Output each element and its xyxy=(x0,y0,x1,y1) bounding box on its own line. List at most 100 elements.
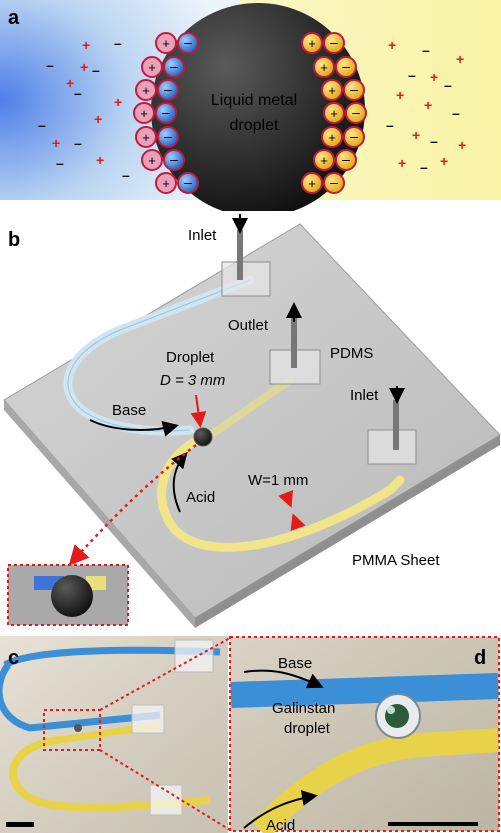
svg-text:–: – xyxy=(46,57,54,73)
svg-text:+: + xyxy=(94,111,102,127)
galinstan-label-line1: Galinstan xyxy=(272,700,335,717)
acid-label: Acid xyxy=(186,489,215,506)
photo-droplet xyxy=(74,724,82,732)
svg-text:–: – xyxy=(452,105,460,121)
acid-free-ions: + – + – + – + + – – + – + + – + xyxy=(386,37,466,175)
droplet-label-line2: D = 3 mm xyxy=(160,372,225,389)
svg-text:+: + xyxy=(320,60,328,75)
svg-text:–: – xyxy=(420,159,428,175)
panel-d-letter: d xyxy=(474,647,486,669)
svg-text:–: – xyxy=(342,58,350,74)
svg-text:–: – xyxy=(352,104,360,120)
left-ion-signs: + – + – + – + – + – + – + – xyxy=(140,34,192,191)
width-label: W=1 mm xyxy=(248,472,308,489)
svg-text:+: + xyxy=(398,155,406,171)
svg-text:+: + xyxy=(142,130,150,145)
outlet-label: Outlet xyxy=(228,317,269,334)
droplet-label-line2: droplet xyxy=(230,117,279,134)
svg-text:+: + xyxy=(396,87,404,103)
photo-d-acid-arrow xyxy=(243,790,318,829)
liquid-metal-droplet xyxy=(151,3,365,217)
photo-pdms-mid xyxy=(131,704,165,734)
zoom-line-bottom xyxy=(99,749,231,831)
svg-text:+: + xyxy=(140,106,148,121)
inset-droplet xyxy=(51,575,93,617)
svg-text:–: – xyxy=(330,174,338,190)
svg-text:+: + xyxy=(320,153,328,168)
svg-text:–: – xyxy=(164,81,172,97)
svg-text:–: – xyxy=(350,81,358,97)
right-ion-layer xyxy=(301,32,367,194)
droplet-label-line1: Droplet xyxy=(166,349,215,366)
panel-a: + – + – + – + – + – + – + – + – + – + – + – + – + – +… xyxy=(0,0,501,217)
svg-text:–: – xyxy=(170,58,178,74)
panel-c: c xyxy=(0,636,231,833)
svg-text:+: + xyxy=(388,37,396,53)
svg-text:+: + xyxy=(148,60,156,75)
zoom-line-top xyxy=(99,637,231,711)
svg-text:–: – xyxy=(170,151,178,167)
svg-text:–: – xyxy=(444,77,452,93)
droplet-label-line1: Liquid metal xyxy=(211,92,297,109)
acid-channel xyxy=(157,432,405,552)
width-marker-top xyxy=(278,489,293,508)
pdms-block-outlet xyxy=(269,318,321,385)
svg-text:+: + xyxy=(82,37,90,53)
photo-d-acid-channel xyxy=(251,728,499,833)
galinstan-label-line2: droplet xyxy=(284,720,331,737)
photo-d-acid-label: Acid xyxy=(266,817,295,833)
svg-text:–: – xyxy=(114,35,122,51)
svg-text:–: – xyxy=(164,128,172,144)
svg-text:+: + xyxy=(80,59,88,75)
svg-text:+: + xyxy=(142,83,150,98)
svg-text:+: + xyxy=(308,176,316,191)
panel-d: Base Galinstan droplet Acid d xyxy=(229,636,500,833)
pmma-sheet-left-edge xyxy=(4,400,195,628)
inlet-right-label: Inlet xyxy=(350,387,379,404)
right-ion-signs: + – + – + – + – + – + – + – xyxy=(308,34,360,191)
svg-text:+: + xyxy=(328,83,336,98)
svg-text:–: – xyxy=(408,67,416,83)
svg-text:–: – xyxy=(122,167,130,183)
svg-text:–: – xyxy=(74,85,82,101)
svg-text:–: – xyxy=(342,151,350,167)
svg-text:+: + xyxy=(52,135,60,151)
svg-text:+: + xyxy=(96,152,104,168)
droplet-pointer-arrow xyxy=(190,394,207,428)
scale-bar-d xyxy=(388,822,478,826)
svg-text:+: + xyxy=(430,69,438,85)
pdms-block-inlet-top xyxy=(221,230,271,297)
svg-text:+: + xyxy=(148,153,156,168)
panel-a-letter: a xyxy=(8,7,20,29)
scale-bar-c xyxy=(6,822,34,827)
pdms-label: PDMS xyxy=(330,345,373,362)
svg-text:+: + xyxy=(162,36,170,51)
outlet-channel xyxy=(211,376,294,436)
pmma-sheet-label: PMMA Sheet xyxy=(352,552,440,569)
svg-text:–: – xyxy=(430,133,438,149)
svg-text:+: + xyxy=(458,137,466,153)
panel-b-letter: b xyxy=(8,229,20,251)
svg-text:–: – xyxy=(386,117,394,133)
svg-text:+: + xyxy=(114,94,122,110)
width-marker-bottom xyxy=(290,513,306,532)
left-ion-layer xyxy=(133,32,199,194)
photo-pdms-top xyxy=(174,639,214,673)
svg-text:–: – xyxy=(184,34,192,50)
svg-text:–: – xyxy=(92,62,100,78)
photo-base-channel-loop xyxy=(0,662,161,732)
inset-pointer-arrow xyxy=(68,444,197,566)
svg-text:–: – xyxy=(184,174,192,190)
droplet-in-channel xyxy=(193,427,213,447)
acid-flow-arrow xyxy=(171,451,188,513)
base-flow-arrow xyxy=(89,419,179,437)
pmma-sheet-right-edge xyxy=(195,435,500,628)
photo-d-base-arrow xyxy=(243,669,324,689)
photo-d-base-channel xyxy=(230,673,499,708)
svg-text:–: – xyxy=(38,117,46,133)
photo-pdms-bottom xyxy=(149,784,183,816)
svg-text:+: + xyxy=(328,130,336,145)
svg-text:+: + xyxy=(308,36,316,51)
svg-text:+: + xyxy=(456,51,464,67)
